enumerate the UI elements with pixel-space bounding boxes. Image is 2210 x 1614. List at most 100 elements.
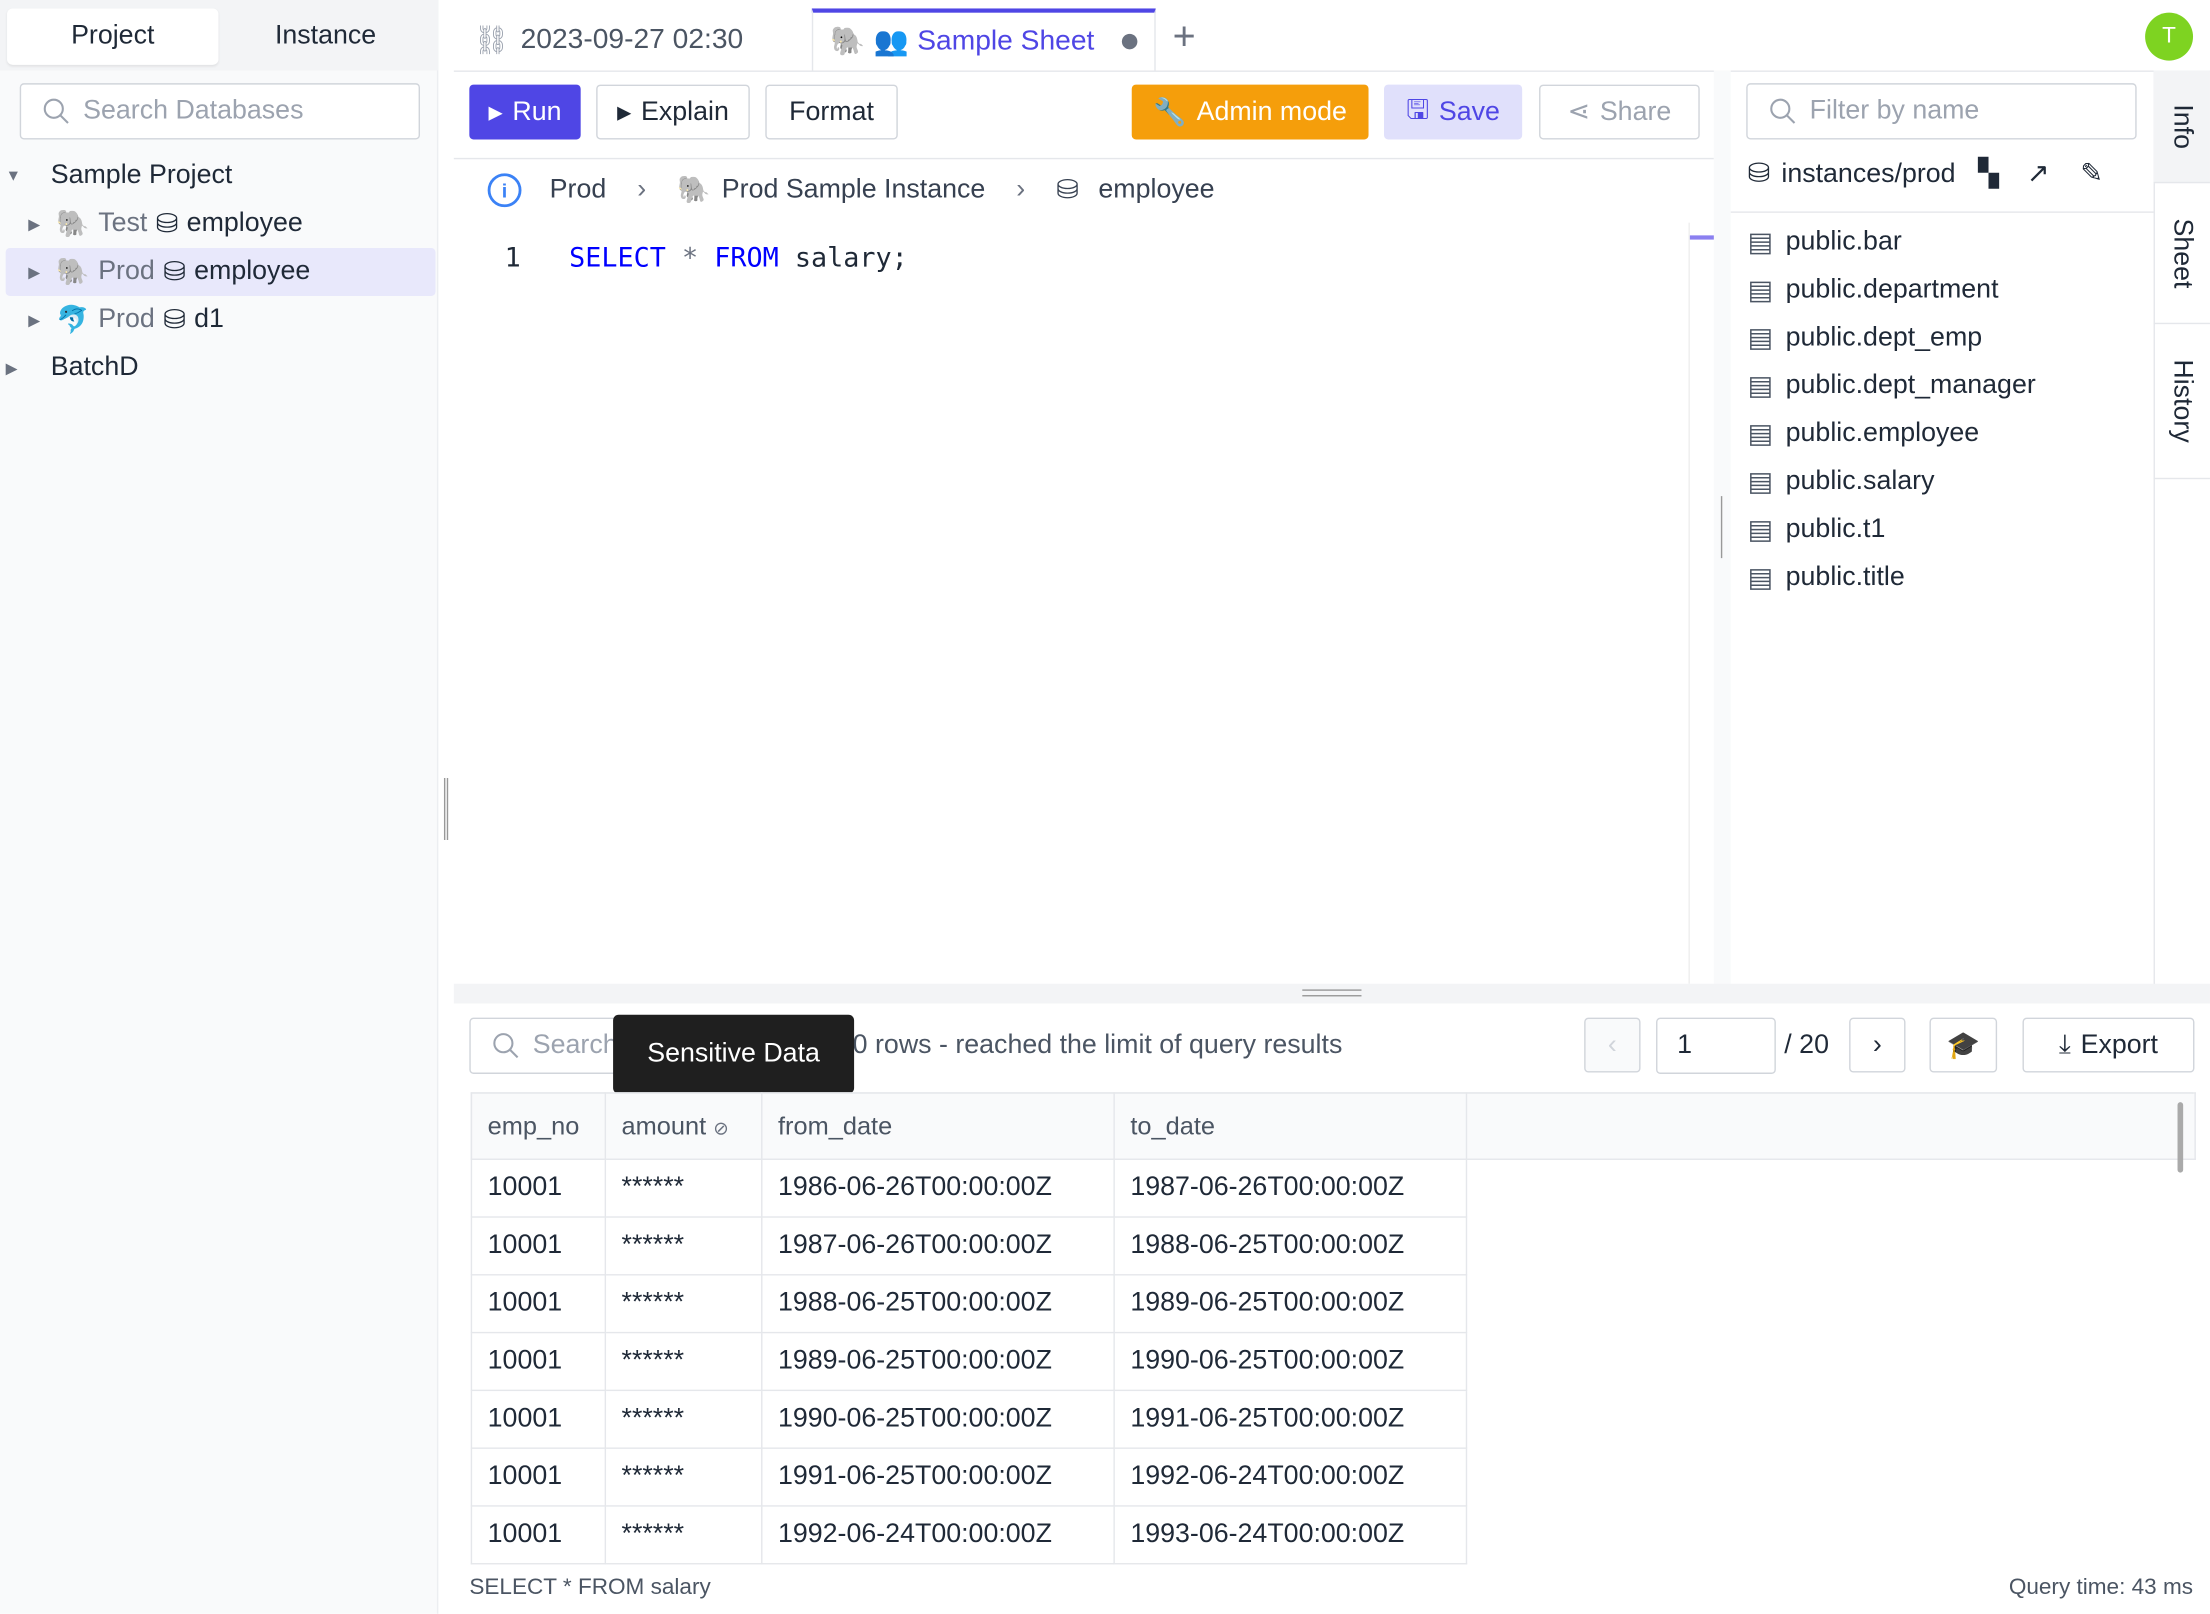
editor-scrollbar[interactable]	[1688, 222, 1716, 984]
database-icon: ⛁	[1747, 159, 1771, 189]
table-cell[interactable]: ******	[604, 1274, 763, 1334]
mysql-icon: 🐬	[56, 305, 90, 336]
save-button[interactable]: 🖫 Save	[1384, 84, 1523, 140]
export-button[interactable]: ⤓ Export	[2022, 1017, 2195, 1073]
table-cell[interactable]: 1987-06-26T00:00:00Z	[1113, 1158, 1468, 1218]
external-link-icon[interactable]: ↗	[2026, 159, 2050, 189]
table-cell[interactable]: 1990-06-25T00:00:00Z	[761, 1389, 1115, 1449]
side-tab-label: History	[2167, 359, 2198, 443]
page-input[interactable]: 1	[1656, 1017, 1776, 1074]
panel-resize-handle[interactable]	[1720, 496, 1725, 559]
unsaved-dot-icon	[1121, 33, 1138, 50]
sensitive-toggle-button[interactable]: 🎓	[1929, 1017, 1998, 1073]
tree-item-batchd[interactable]: ▶ BatchD	[6, 344, 436, 392]
table-item[interactable]: ▤ public.bar	[1748, 218, 1902, 266]
tab-sample-sheet[interactable]: 🐘 👥 Sample Sheet	[811, 8, 1156, 71]
database-icon: ⛁	[1056, 175, 1079, 206]
table-cell[interactable]: ******	[604, 1331, 763, 1392]
share-button[interactable]: ⋖ Share	[1539, 84, 1700, 140]
column-header[interactable]: to_date	[1113, 1092, 1468, 1160]
table-cell[interactable]: 1991-06-25T00:00:00Z	[1113, 1389, 1468, 1449]
table-cell[interactable]: 1991-06-25T00:00:00Z	[761, 1447, 1115, 1507]
results-splitter[interactable]	[453, 983, 2210, 1004]
info-icon[interactable]: i	[487, 173, 522, 208]
breadcrumb-database[interactable]: employee	[1098, 174, 1215, 205]
table-cell[interactable]: ******	[604, 1158, 763, 1218]
table-cell[interactable]: ******	[604, 1505, 763, 1565]
table-item[interactable]: ▤ public.dept_emp	[1748, 314, 1983, 362]
env-label: Prod	[98, 256, 155, 287]
sql-editor[interactable]: 1 SELECT * FROM salary;	[505, 242, 908, 273]
tab-sheet-date[interactable]: ⛓ 2023-09-27 02:30	[454, 8, 812, 70]
side-tab-history[interactable]: History	[2153, 324, 2210, 480]
side-tab-sheet[interactable]: Sheet	[2153, 183, 2210, 325]
table-name: public.department	[1785, 274, 1999, 305]
side-tab-label: Sheet	[2167, 217, 2198, 288]
tree-item-prod-employee[interactable]: ▶ 🐘 Prod ⛁ employee	[5, 248, 436, 296]
table-cell[interactable]: 10001	[470, 1274, 607, 1334]
env-label: Test	[98, 208, 148, 239]
table-item[interactable]: ▤ public.t1	[1748, 506, 1886, 554]
table-icon: ▤	[1747, 515, 1773, 545]
tree-item-prod-d1[interactable]: ▶ 🐬 Prod ⛁ d1	[6, 296, 436, 344]
tree-item-test-employee[interactable]: ▶ 🐘 Test ⛁ employee	[6, 200, 436, 248]
table-cell[interactable]: 1986-06-26T00:00:00Z	[761, 1158, 1115, 1218]
table-name: public.salary	[1785, 466, 1935, 497]
table-cell[interactable]: 1988-06-25T00:00:00Z	[761, 1274, 1115, 1334]
table-cell[interactable]: ******	[604, 1216, 763, 1276]
breadcrumb-instance[interactable]: Prod Sample Instance	[721, 174, 986, 205]
sidebar-resize-handle[interactable]	[443, 777, 449, 841]
share-icon: ⋖	[1567, 97, 1590, 127]
table-cell[interactable]: 10001	[470, 1505, 607, 1565]
table-cell[interactable]: 10001	[470, 1447, 607, 1507]
tab-instance[interactable]: Instance	[274, 21, 377, 51]
env-label: Prod	[98, 304, 155, 335]
tab-project[interactable]: Project	[7, 8, 219, 65]
tree-item-sample-project[interactable]: ▼ Sample Project	[6, 152, 436, 200]
table-item[interactable]: ▤ public.dept_manager	[1748, 362, 2036, 410]
table-cell[interactable]: 10001	[470, 1389, 607, 1449]
table-cell[interactable]: 10001	[470, 1158, 607, 1218]
play-icon: ▶	[488, 100, 503, 122]
table-cell[interactable]: 1987-06-26T00:00:00Z	[761, 1216, 1115, 1276]
table-cell[interactable]: ******	[604, 1447, 763, 1507]
explain-button[interactable]: ▶ Explain	[596, 84, 750, 140]
format-button[interactable]: Format	[765, 84, 898, 140]
table-item[interactable]: ▤ public.department	[1748, 266, 1999, 314]
edit-icon[interactable]: ✎	[2080, 159, 2103, 189]
table-scrollbar[interactable]	[2177, 1102, 2184, 1173]
column-header[interactable]: from_date	[761, 1092, 1115, 1160]
table-icon: ▤	[1747, 275, 1773, 306]
table-cell[interactable]: 1989-06-25T00:00:00Z	[1113, 1274, 1468, 1334]
postgres-icon: 🐘	[56, 257, 90, 288]
table-cell[interactable]: 1990-06-25T00:00:00Z	[1113, 1331, 1468, 1392]
avatar[interactable]: T	[2145, 12, 2194, 61]
table-cell[interactable]: ******	[604, 1389, 763, 1449]
run-button[interactable]: ▶ Run	[469, 84, 581, 140]
search-databases-input[interactable]: Search Databases	[19, 83, 421, 140]
table-cell[interactable]: 1992-06-24T00:00:00Z	[761, 1505, 1115, 1565]
table-cell[interactable]: 10001	[470, 1216, 607, 1276]
side-tab-info[interactable]: Info	[2153, 70, 2210, 184]
table-item[interactable]: ▤ public.salary	[1748, 458, 1935, 506]
table-cell[interactable]: 10001	[470, 1331, 607, 1392]
table-item[interactable]: ▤ public.title	[1748, 554, 1905, 602]
admin-mode-button[interactable]: 🔧 Admin mode	[1131, 84, 1369, 140]
filter-by-name-input[interactable]: Filter by name	[1746, 83, 2137, 140]
column-header[interactable]: emp_no	[470, 1092, 607, 1160]
schema-divider	[1730, 211, 2154, 213]
schema-diagram-icon[interactable]: ▚	[1978, 159, 1999, 189]
table-cell[interactable]: 1989-06-25T00:00:00Z	[761, 1331, 1115, 1392]
column-label: emp_no	[487, 1111, 580, 1140]
table-item[interactable]: ▤ public.employee	[1748, 410, 1980, 458]
column-header[interactable]: amount ⊘	[604, 1092, 763, 1160]
db-label: employee	[186, 208, 303, 239]
table-row: 10001 ****** 1991-06-25T00:00:00Z 1992-06-2…	[470, 1447, 2195, 1507]
postgres-icon: 🐘	[677, 176, 711, 206]
add-tab-button[interactable]: +	[1172, 14, 1196, 58]
table-cell[interactable]: 1988-06-25T00:00:00Z	[1113, 1216, 1468, 1276]
table-cell[interactable]: 1993-06-24T00:00:00Z	[1113, 1505, 1468, 1565]
table-cell[interactable]: 1992-06-24T00:00:00Z	[1113, 1447, 1468, 1507]
next-page-button[interactable]: ›	[1849, 1017, 1906, 1073]
prev-page-button[interactable]: ‹	[1584, 1017, 1641, 1073]
